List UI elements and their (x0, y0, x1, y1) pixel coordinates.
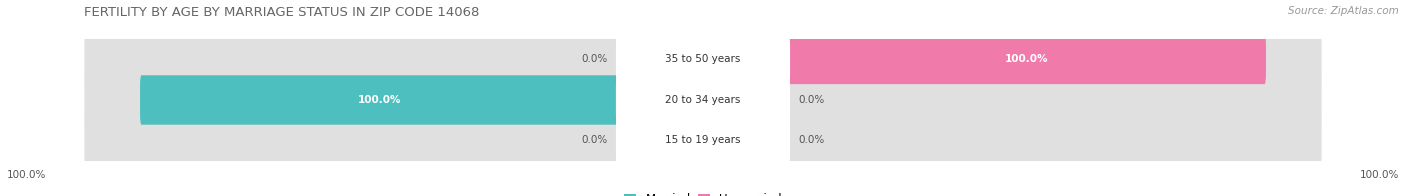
Text: 15 to 19 years: 15 to 19 years (665, 135, 741, 145)
Text: 0.0%: 0.0% (799, 95, 824, 105)
Text: 100.0%: 100.0% (7, 170, 46, 180)
Legend: Married, Unmarried: Married, Unmarried (624, 193, 782, 196)
Text: 0.0%: 0.0% (799, 135, 824, 145)
FancyBboxPatch shape (616, 35, 790, 84)
FancyBboxPatch shape (616, 116, 790, 165)
Text: 100.0%: 100.0% (357, 95, 401, 105)
FancyBboxPatch shape (141, 75, 619, 125)
FancyBboxPatch shape (616, 75, 790, 125)
Text: 35 to 50 years: 35 to 50 years (665, 54, 741, 64)
Text: 100.0%: 100.0% (1360, 170, 1399, 180)
FancyBboxPatch shape (84, 27, 1322, 92)
Text: Source: ZipAtlas.com: Source: ZipAtlas.com (1288, 6, 1399, 16)
Text: 20 to 34 years: 20 to 34 years (665, 95, 741, 105)
Text: 0.0%: 0.0% (582, 135, 607, 145)
Text: 0.0%: 0.0% (582, 54, 607, 64)
Text: FERTILITY BY AGE BY MARRIAGE STATUS IN ZIP CODE 14068: FERTILITY BY AGE BY MARRIAGE STATUS IN Z… (84, 6, 479, 19)
FancyBboxPatch shape (84, 108, 1322, 173)
FancyBboxPatch shape (787, 35, 1265, 84)
Text: 100.0%: 100.0% (1005, 54, 1049, 64)
FancyBboxPatch shape (84, 67, 1322, 133)
